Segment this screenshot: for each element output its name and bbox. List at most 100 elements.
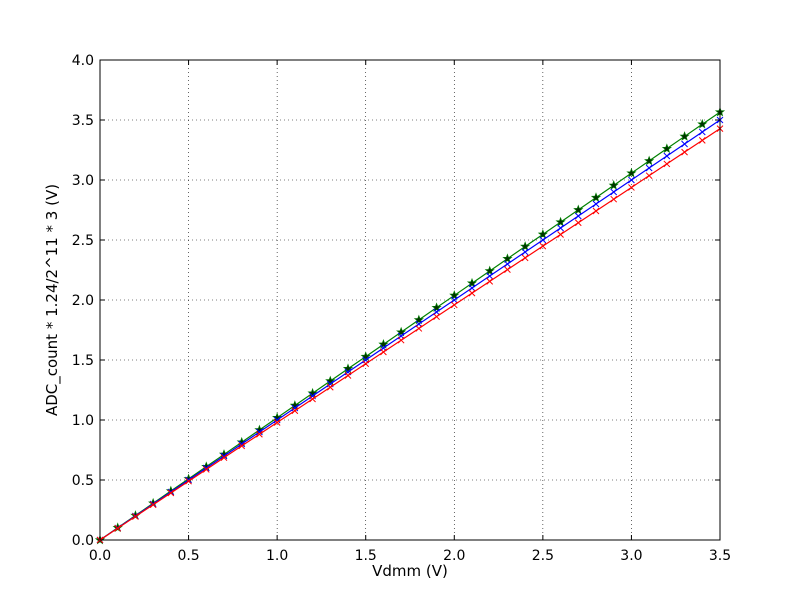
data-point [628,184,635,191]
data-point [325,375,336,386]
data-point [610,195,618,203]
y-tick-label: 4.0 [72,53,94,69]
data-point [521,248,529,256]
y-axis-label: ADC_count * 1.24/2^11 * 3 (V) [43,184,62,416]
data-point [502,253,513,264]
data-point [273,419,281,426]
data-point [663,160,671,168]
data-point [431,302,442,313]
data-point [592,207,600,215]
y-tick-label: 3.5 [72,113,94,129]
data-point [486,272,494,280]
data-point [149,501,157,509]
data-point [504,260,511,268]
y-tick-label: 2.5 [72,233,94,249]
data-point [132,513,139,520]
data-point [574,212,582,220]
data-point [679,131,690,141]
data-point [291,407,299,415]
data-point [220,454,228,462]
data-point [681,148,688,156]
data-point [167,489,175,497]
data-point [698,137,706,144]
y-tick-label: 0.0 [72,533,94,549]
data-point [449,290,460,300]
data-point [202,464,210,472]
data-point [256,430,263,438]
data-point [574,219,582,227]
data-point [484,265,495,276]
data-point [520,241,531,251]
data-point [555,216,566,227]
data-point [557,231,564,238]
data-point [661,143,672,154]
x-tick-label: 2.0 [443,548,465,564]
series-x [96,116,724,544]
data-point [344,372,352,379]
x-tick-label: 0.5 [177,548,199,564]
y-tick-label: 1.0 [72,413,94,429]
y-tick-label: 2.0 [72,293,94,309]
data-point [644,155,655,166]
data-point [380,348,387,356]
data-point [645,172,653,180]
data-point [698,128,706,136]
data-point [114,524,122,532]
data-point [450,296,458,304]
data-point [220,452,228,460]
data-point [360,351,371,361]
series-line [99,119,721,541]
data-point [362,360,370,368]
data-point [681,140,688,148]
data-point [521,254,529,262]
data-point [433,313,440,321]
data-point [663,152,671,160]
data-point [309,395,316,403]
y-tick-label: 3.0 [72,173,94,189]
data-point [307,387,318,398]
series-line [99,128,721,541]
data-point [697,118,708,129]
data-point [378,339,389,349]
y-tick-label: 0.5 [72,473,94,489]
grid [100,60,720,540]
data-point [396,326,407,337]
data-point [645,164,653,172]
data-point [238,440,246,448]
x-tick-label: 2.5 [532,548,554,564]
data-point [486,278,494,285]
data-point [539,242,547,250]
data-point [273,416,281,424]
data-point [397,336,405,344]
data-point [256,428,263,436]
data-point [326,383,334,391]
series-line [99,111,721,541]
axis-ticks: 0.0 0.5 1.0 1.5 2.0 2.5 3.0 3.5 0.0 0.5 1.0 1.5 2.0 2… [72,53,731,564]
data-point [468,289,476,297]
data-point [573,204,584,215]
data-point [415,325,423,332]
data-point [468,284,476,292]
x-axis-label: Vdmm (V) [372,562,448,580]
data-point [185,477,192,485]
data-point [413,314,424,325]
x-tick-label: 0.0 [89,548,111,564]
data-point [539,236,547,244]
series-plus [96,125,724,544]
data-point [537,229,548,239]
data-point [202,466,210,473]
data-point [450,301,458,309]
data-point [466,277,478,288]
data-point [608,180,619,190]
y-tick-label: 1.5 [72,353,94,369]
data-point [590,192,602,202]
data-point [628,176,635,184]
x-tick-label: 1.5 [355,548,377,564]
data-point [504,266,511,273]
data-point [592,200,600,208]
data-point [557,224,564,232]
data-point [342,363,354,374]
x-tick-label: 3.0 [620,548,642,564]
data-point [238,442,246,450]
